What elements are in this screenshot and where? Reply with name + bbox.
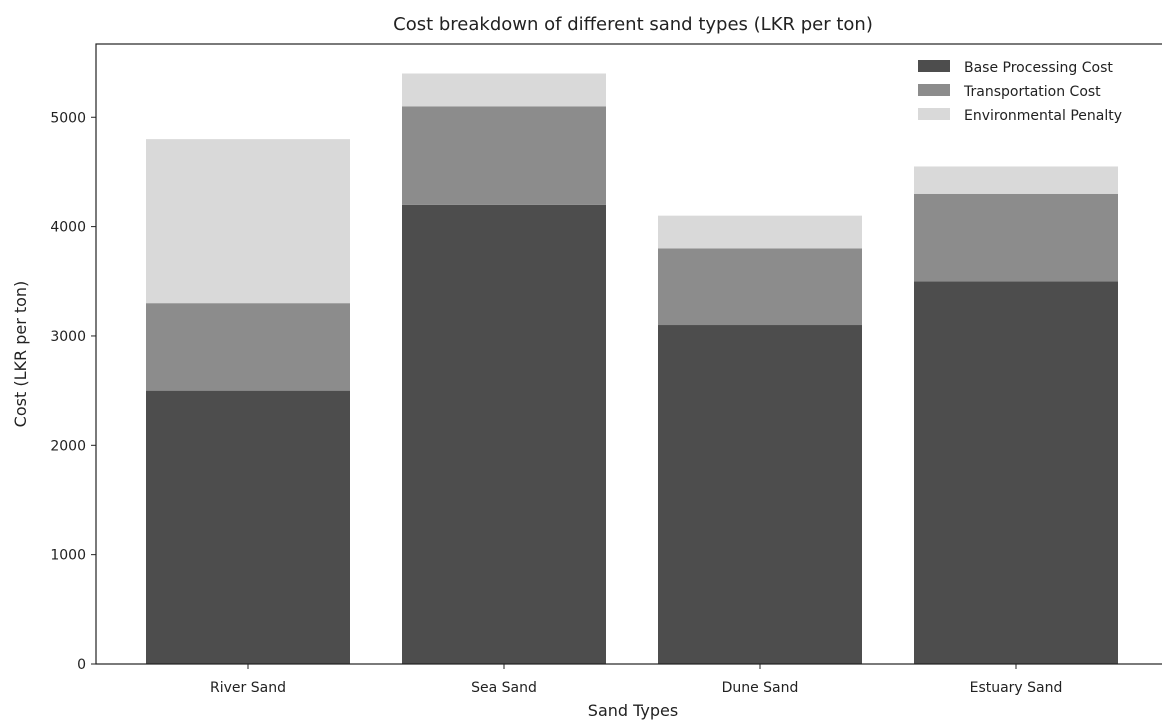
bar-river-sand-transportation-cost (146, 303, 350, 391)
legend-swatch (918, 60, 950, 72)
y-ticks: 0 1000 2000 3000 4000 5000 (50, 110, 96, 673)
bar-dune-sand-environmental-penalty (658, 215, 862, 249)
axes-group (95, 43, 1162, 665)
y-tick-label: 0 (77, 657, 86, 673)
plot-frame (95, 43, 1162, 665)
y-axis-title: Cost (LKR per ton) (11, 281, 30, 428)
bars-group (146, 73, 1118, 665)
legend: Base Processing Cost Transportation Cost E… (918, 60, 1122, 124)
legend-label: Transportation Cost (963, 84, 1101, 100)
bar-dune-sand-transportation-cost (658, 248, 862, 326)
chart-title: Cost breakdown of different sand types (… (393, 14, 873, 35)
bar-river-sand-base-processing-cost (146, 390, 350, 664)
y-tick-label: 3000 (50, 329, 86, 345)
bar-sea-sand-base-processing-cost (402, 204, 606, 665)
bar-estuary-sand-environmental-penalty (914, 166, 1118, 194)
bar-sea-sand-transportation-cost (402, 106, 606, 205)
legend-swatch (918, 108, 950, 120)
x-axis-title: Sand Types (588, 701, 678, 720)
x-tick-label: Dune Sand (722, 680, 799, 696)
legend-swatch (918, 84, 950, 96)
x-tick-label: River Sand (210, 680, 286, 696)
legend-label: Environmental Penalty (964, 108, 1122, 124)
x-ticks: River Sand Sea Sand Dune Sand Estuary Sand (210, 664, 1062, 696)
bar-dune-sand-base-processing-cost (658, 325, 862, 664)
bar-estuary-sand-base-processing-cost (914, 281, 1118, 664)
x-tick-label: Sea Sand (471, 680, 537, 696)
y-tick-label: 1000 (50, 548, 86, 564)
legend-label: Base Processing Cost (964, 60, 1113, 76)
bar-sea-sand-environmental-penalty (402, 73, 606, 107)
y-tick-label: 2000 (50, 438, 86, 454)
bar-estuary-sand-transportation-cost (914, 193, 1118, 282)
y-tick-label: 4000 (50, 220, 86, 236)
x-tick-label: Estuary Sand (970, 680, 1063, 696)
y-tick-label: 5000 (50, 110, 86, 126)
bar-river-sand-environmental-penalty (146, 139, 350, 304)
